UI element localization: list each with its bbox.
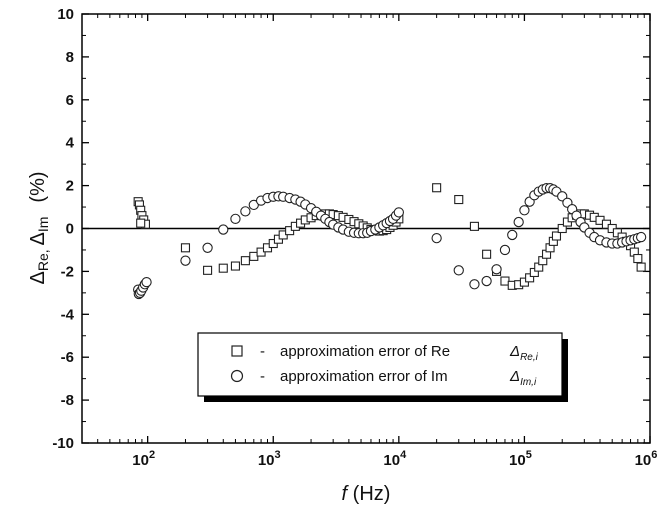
x-tick-label: 105 bbox=[509, 449, 532, 469]
legend-item: - approximation error of Re ΔRe,i bbox=[231, 343, 539, 363]
x-tick-exponent: 4 bbox=[400, 449, 407, 461]
data-point-circle bbox=[393, 207, 404, 218]
data-point-circle bbox=[481, 275, 492, 287]
plot-frame bbox=[81, 13, 651, 444]
x-tick-base: 10 bbox=[635, 452, 652, 469]
y-tick-label: -2 bbox=[61, 263, 74, 280]
data-point-circle bbox=[635, 231, 647, 243]
data-point-square bbox=[218, 263, 228, 273]
data-point-circle bbox=[491, 264, 502, 275]
legend-dash: - bbox=[260, 368, 265, 385]
data-point-square bbox=[240, 256, 250, 266]
data-point-square bbox=[482, 249, 492, 259]
y-tick-label: 10 bbox=[57, 6, 74, 23]
series-square bbox=[133, 183, 646, 290]
data-point-circle bbox=[230, 213, 241, 224]
x-tick-base: 10 bbox=[258, 452, 275, 469]
data-point-square bbox=[230, 261, 240, 271]
data-point-circle bbox=[507, 229, 518, 241]
data-point-circle bbox=[180, 255, 191, 266]
data-point-square bbox=[525, 273, 535, 283]
x-tick-exponent: 5 bbox=[526, 449, 532, 461]
legend-dash: - bbox=[260, 343, 265, 360]
data-point-circle bbox=[513, 216, 524, 228]
legend-items: - approximation error of Re ΔRe,i-approxim… bbox=[230, 343, 539, 388]
data-point-circle bbox=[218, 224, 229, 235]
data-point-square bbox=[180, 243, 191, 253]
y-tick-label: 8 bbox=[66, 49, 74, 66]
x-tick-base: 10 bbox=[509, 452, 526, 469]
data-point-square bbox=[557, 223, 567, 234]
data-point-circle bbox=[202, 242, 213, 253]
y-axis-title-unit: (%) bbox=[27, 171, 49, 202]
data-point-square bbox=[432, 183, 442, 193]
data-point-circle bbox=[453, 265, 464, 276]
y-axis-title: ΔRe, ΔIm(%) bbox=[27, 171, 51, 284]
y-axis-title-im: Im bbox=[35, 217, 51, 233]
y-tick-label: -6 bbox=[61, 349, 74, 366]
data-point-circle bbox=[240, 206, 251, 217]
y-axis-title-re: Re, bbox=[35, 245, 51, 271]
x-axis-title-symbol: f bbox=[342, 483, 350, 505]
y-tick-label: 2 bbox=[66, 178, 74, 195]
legend: - approximation error of Re ΔRe,i-approxim… bbox=[197, 332, 568, 402]
data-point-circle bbox=[469, 279, 480, 290]
y-tick-label: 6 bbox=[66, 92, 74, 109]
data-point-square bbox=[551, 231, 562, 241]
x-tick-exponent: 3 bbox=[275, 449, 281, 461]
y-tick-label: 4 bbox=[66, 135, 75, 152]
data-point-square bbox=[633, 253, 643, 264]
data-point-square bbox=[203, 265, 213, 275]
x-axis-title: f (Hz) bbox=[342, 483, 391, 505]
legend-marker-square bbox=[231, 345, 243, 357]
y-axis-title-delta-im: Δ bbox=[27, 232, 49, 245]
x-tick-label: 102 bbox=[132, 449, 155, 469]
x-axis-title-unit: (Hz) bbox=[347, 483, 390, 505]
x-tick-exponent: 2 bbox=[149, 449, 155, 461]
x-tick-base: 10 bbox=[132, 452, 149, 469]
legend-box bbox=[197, 332, 563, 397]
data-point-square bbox=[636, 262, 646, 272]
legend-subscript: Re,i bbox=[520, 352, 539, 363]
x-tick-exponent: 6 bbox=[651, 449, 657, 461]
legend-subscript: Im,i bbox=[520, 377, 537, 388]
data-point-square bbox=[136, 218, 146, 228]
series-circle bbox=[133, 183, 647, 300]
data-point-circle bbox=[141, 276, 152, 288]
data-point-square bbox=[469, 221, 479, 231]
y-tick-label: -10 bbox=[52, 435, 74, 452]
y-tick-label: -8 bbox=[61, 392, 74, 409]
x-tick-base: 10 bbox=[383, 452, 400, 469]
x-tick-label: 104 bbox=[383, 449, 407, 469]
data-point-circle bbox=[499, 244, 511, 256]
y-axis-title-delta-re: Δ bbox=[27, 271, 49, 284]
x-tick-label: 103 bbox=[258, 449, 281, 469]
data-marks bbox=[133, 183, 647, 300]
data-point-square bbox=[454, 194, 464, 205]
x-tick-label: 106 bbox=[635, 449, 658, 469]
y-tick-label: -4 bbox=[61, 306, 75, 323]
y-tick-label: 0 bbox=[66, 221, 74, 238]
legend-label: approximation error of Im bbox=[280, 368, 448, 385]
legend-marker-circle bbox=[230, 369, 244, 383]
legend-label: approximation error of Re bbox=[280, 343, 450, 360]
data-point-circle bbox=[519, 205, 530, 216]
data-point-circle bbox=[431, 233, 442, 244]
